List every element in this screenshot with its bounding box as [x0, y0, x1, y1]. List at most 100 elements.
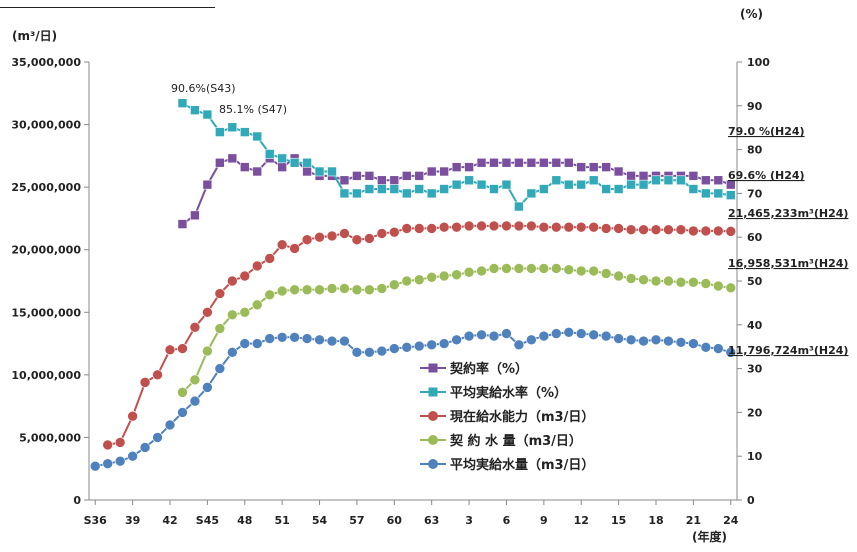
series-5-point [314, 334, 325, 346]
series-3-point [675, 224, 687, 235]
x-tick-label: 21 [686, 514, 701, 527]
series-1-point [551, 157, 562, 168]
series-4-point [575, 265, 587, 277]
series-2-point [190, 105, 200, 115]
header-underline [0, 0, 215, 8]
series-2-point [713, 188, 724, 199]
right-tick-label: 70 [747, 187, 763, 200]
right-tick-label: 0 [747, 494, 755, 507]
x-tick-label: 3 [465, 514, 473, 527]
annotation-label: 79.0 %(H24) [728, 125, 805, 138]
series-4-point [451, 269, 462, 281]
series-5-point [264, 333, 275, 344]
series-4-point [551, 263, 562, 274]
x-tick-label: S45 [196, 514, 219, 527]
x-tick-label: 60 [387, 514, 403, 527]
series-4-point [326, 283, 338, 294]
series-3-point [239, 270, 251, 282]
series-3-point [688, 225, 699, 237]
series-2-point [239, 127, 250, 137]
series-line-3 [107, 224, 731, 446]
series-3-point [202, 306, 213, 318]
series-2-point [302, 157, 312, 168]
series-5-point [600, 330, 612, 342]
legend-label: 契約率（%） [449, 361, 528, 377]
series-5-point [389, 343, 400, 354]
legend-label: 契 約 水 量（m3/日） [449, 433, 582, 449]
series-line-5 [95, 331, 732, 468]
series-2-point [501, 179, 512, 190]
series-3-point [463, 220, 475, 232]
series-1-point [539, 157, 549, 168]
right-tick-label: 80 [747, 144, 763, 157]
series-5-point [563, 327, 575, 338]
right-tick-label: 60 [747, 231, 763, 244]
x-tick-label: 42 [162, 514, 177, 527]
series-2-point [177, 98, 188, 108]
series-5-point [139, 442, 151, 453]
series-4-point [638, 274, 649, 286]
right-tick-label: 100 [747, 56, 770, 69]
series-5-point [289, 332, 300, 343]
series-4-point [463, 266, 475, 278]
series-2-point [526, 188, 537, 199]
series-4-point [264, 289, 275, 301]
series-3-point [389, 226, 400, 238]
series-5-point [114, 455, 126, 467]
series-2-point [352, 188, 362, 199]
left-tick-label: 15,000,000 [11, 306, 81, 319]
series-3-point [725, 226, 737, 237]
annotation-label: 85.1% (S47) [219, 103, 287, 116]
series-4-point [600, 268, 612, 279]
series-4-point [301, 284, 313, 296]
left-tick-label: 20,000,000 [11, 244, 81, 257]
series-5-point [401, 342, 413, 353]
series-1-point [588, 162, 599, 172]
right-tick-label: 30 [747, 363, 763, 376]
series-2-point [588, 175, 599, 186]
right-tick-label: 90 [747, 100, 763, 113]
series-2-point [227, 122, 238, 133]
series-4-point [650, 275, 662, 287]
series-5-point [688, 338, 699, 349]
x-tick-label: 54 [312, 514, 328, 527]
x-tick-label: 12 [574, 514, 589, 527]
series-3-point [426, 223, 437, 234]
series-5-point [575, 328, 587, 339]
series-4-point [675, 276, 687, 288]
series-1-point [277, 162, 287, 172]
series-5-point [326, 335, 338, 347]
right-tick-label: 50 [747, 275, 763, 288]
series-4-point [713, 280, 724, 292]
legend-swatch-marker [428, 387, 438, 397]
series-1-point [701, 175, 711, 186]
series-1-point [576, 162, 587, 172]
series-1-point [601, 162, 611, 172]
series-5-point [164, 419, 176, 431]
series-3-point [538, 221, 550, 233]
series-2-point [676, 175, 686, 186]
series-5-point [177, 407, 188, 418]
series-1-point [339, 175, 350, 186]
left-tick-label: 0 [73, 494, 81, 507]
series-5-point [451, 334, 462, 346]
series-3-point [364, 233, 375, 244]
series-4-point [376, 283, 388, 294]
series-2-point [551, 175, 562, 186]
series-5-point [276, 332, 288, 343]
legend-label: 平均実給水量（m3/日） [450, 457, 594, 473]
series-5-point [202, 382, 213, 393]
series-2-point [626, 179, 636, 190]
series-5-point [513, 339, 525, 351]
series-5-point [625, 334, 637, 346]
series-4-point [339, 283, 350, 294]
series-3-point [488, 220, 500, 232]
series-3-point [438, 221, 450, 233]
series-1-point [364, 171, 375, 181]
x-tick-label: 57 [349, 514, 364, 527]
series-2-point [701, 188, 711, 199]
series-2-point [401, 188, 412, 199]
right-tick-label: 10 [747, 450, 763, 463]
annotation-label: 21,465,233m³(H24) [728, 207, 848, 220]
series-2-point [576, 179, 587, 190]
